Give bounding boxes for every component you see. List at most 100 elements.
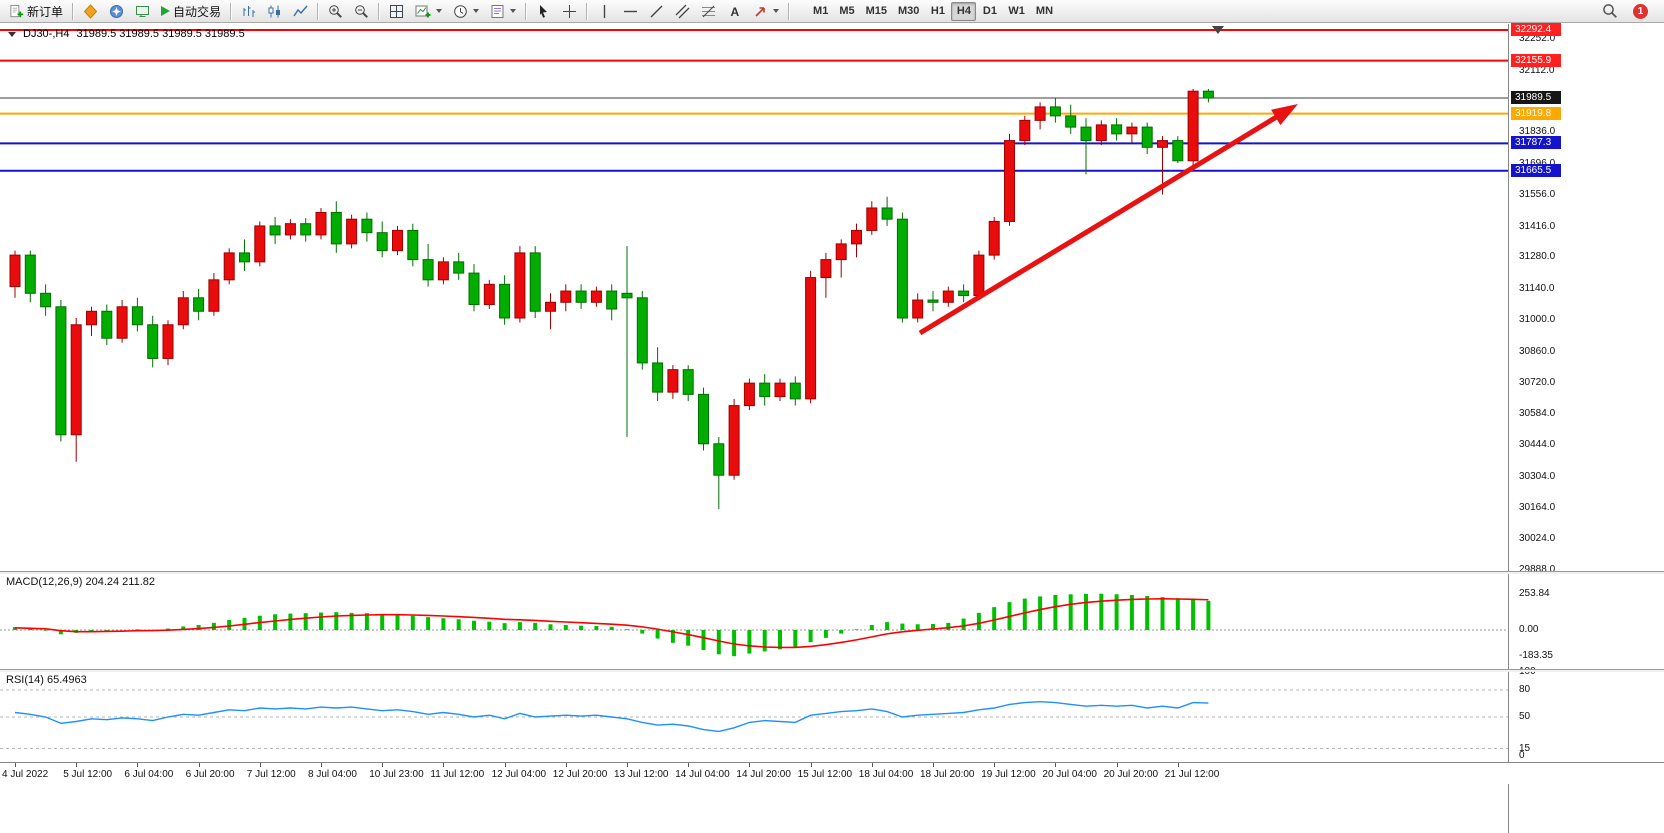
timeframe-m1-button[interactable]: M1	[808, 2, 833, 21]
fibonacci-button[interactable]	[696, 2, 721, 21]
timeframe-group: M1 M5 M15 M30 H1 H4 D1 W1 MN	[808, 1, 1058, 21]
zoom-out-button[interactable]	[349, 2, 374, 21]
time-tick	[504, 763, 506, 767]
chart-title-row: DJ30-,H4 31989.5 31989.5 31989.5 31989.5	[8, 28, 245, 40]
time-tick-label: 13 Jul 12:00	[614, 769, 669, 780]
time-tick-label: 14 Jul 04:00	[675, 769, 730, 780]
price-tick-label: 31000.0	[1519, 314, 1556, 326]
support-line-upper-badge: 31787.3	[1511, 136, 1561, 150]
auto-trading-button[interactable]: 自动交易	[156, 2, 226, 21]
market-watch-button[interactable]	[78, 2, 103, 21]
timeframe-h1-button[interactable]: H1	[925, 2, 950, 21]
time-tick-label: 7 Jul 12:00	[246, 769, 296, 780]
time-tick	[994, 763, 996, 767]
toolbar-separator	[317, 2, 320, 20]
timeframe-mn-button[interactable]: MN	[1031, 2, 1058, 21]
trendline-button[interactable]	[644, 2, 669, 21]
periods-button[interactable]	[448, 2, 484, 21]
price-tick-label: 30304.0	[1519, 470, 1556, 482]
macd-pane[interactable]: MACD(12,26,9) 204.24 211.82	[0, 573, 1508, 669]
indicators-button[interactable]	[410, 2, 447, 21]
toolbar-separator	[788, 2, 791, 20]
chevron-down-icon	[473, 9, 480, 13]
cursor-button[interactable]	[531, 2, 556, 21]
timeframe-d1-button[interactable]: D1	[977, 2, 1002, 21]
toolbar-right-group: 1	[1597, 2, 1648, 21]
toolbar-separator	[72, 2, 75, 20]
templates-button[interactable]	[485, 2, 521, 21]
time-tick	[1177, 763, 1179, 767]
vertical-line-button[interactable]	[592, 2, 617, 21]
channel-button[interactable]	[670, 2, 695, 21]
crosshair-button[interactable]	[557, 2, 582, 21]
new-order-button[interactable]: 新订单	[4, 2, 68, 21]
time-tick-label: 6 Jul 04:00	[124, 769, 174, 780]
time-tick-label: 19 Jul 12:00	[981, 769, 1036, 780]
time-tick-label: 15 Jul 12:00	[797, 769, 853, 780]
horizontal-line-button[interactable]	[618, 2, 643, 21]
rsi-label: RSI(14) 65.4963	[6, 674, 87, 686]
pane-divider[interactable]	[0, 669, 1664, 672]
price-tick-label: 30164.0	[1519, 502, 1556, 513]
price-tick-label: 31696.0	[1519, 158, 1555, 169]
terminal-icon	[136, 5, 150, 17]
candlestick-chart-button[interactable]	[262, 2, 287, 21]
arrows-button[interactable]	[748, 2, 784, 21]
notification-badge[interactable]: 1	[1633, 3, 1648, 19]
time-tick	[810, 763, 812, 767]
time-axis[interactable]: 4 Jul 2022 5 Jul 12:00 6 Jul 04:00 6 Jul 20…	[0, 762, 1664, 784]
time-tick-label: 8 Jul 04:00	[308, 769, 357, 780]
vertical-line-icon	[603, 4, 606, 18]
horizontal-line-icon	[624, 10, 638, 12]
new-order-label: 新订单	[27, 4, 64, 19]
navigator-button[interactable]	[104, 2, 129, 21]
line-chart-button[interactable]	[288, 2, 313, 21]
time-tick	[443, 763, 445, 767]
trend-arrow[interactable]	[918, 104, 1298, 336]
line-chart-icon	[293, 5, 308, 16]
zoom-in-button[interactable]	[323, 2, 348, 21]
candlestick-chart-icon	[268, 5, 281, 17]
rsi-pane[interactable]: RSI(14) 65.4963	[0, 671, 1508, 762]
time-tick	[382, 763, 384, 767]
time-tick-label: 20 Jul 04:00	[1042, 769, 1097, 780]
navigator-icon	[110, 4, 124, 18]
search-button[interactable]	[1597, 2, 1623, 21]
time-tick	[933, 763, 934, 767]
tile-windows-button[interactable]	[384, 2, 409, 21]
macd-axis-label: 0.00	[1519, 624, 1539, 635]
bid-price-line-badge: 31989.5	[1511, 91, 1561, 105]
timeframe-w1-button[interactable]: W1	[1003, 2, 1030, 21]
text-button[interactable]: A	[722, 2, 747, 21]
pane-divider[interactable]	[0, 571, 1664, 574]
time-tick-label: 4 Jul 2022	[2, 769, 49, 780]
play-icon	[161, 6, 171, 16]
timeframe-m30-button[interactable]: M30	[893, 2, 924, 21]
cursor-icon	[540, 4, 548, 18]
timeframe-m15-button[interactable]: M15	[861, 2, 892, 21]
price-tick-label: 30720.0	[1519, 377, 1556, 389]
time-tick	[137, 763, 139, 767]
tile-windows-icon	[390, 4, 404, 18]
chart-shift-marker-icon[interactable]	[1212, 26, 1224, 34]
bar-chart-button[interactable]	[236, 2, 261, 21]
time-tick	[259, 763, 261, 767]
price-tick-label: 31836.0	[1519, 126, 1556, 138]
price-axis[interactable]: 32252.0 32112.0 31836.0 31696.0 31556.0 31416…	[1508, 23, 1664, 833]
time-tick-label: 18 Jul 04:00	[858, 769, 914, 780]
terminal-button[interactable]	[130, 2, 155, 21]
time-tick-label: 18 Jul 20:00	[920, 769, 975, 780]
chevron-down-icon	[436, 9, 443, 13]
toolbar-separator	[525, 2, 528, 20]
indicators-icon	[415, 5, 431, 17]
timeframe-m5-button[interactable]: M5	[834, 2, 859, 21]
one-click-trading-toggle-icon[interactable]	[8, 31, 16, 37]
main-chart-pane[interactable]: DJ30-,H4 31989.5 31989.5 31989.5 31989.5	[0, 24, 1508, 571]
price-tick-label: 31416.0	[1519, 220, 1556, 232]
timeframe-h4-button[interactable]: H4	[951, 1, 977, 21]
price-tick-label: 29888.0	[1519, 563, 1556, 575]
chevron-down-icon	[510, 9, 517, 13]
rsi-axis-label: 15	[1519, 742, 1531, 754]
time-tick-label: 12 Jul 04:00	[491, 769, 547, 780]
